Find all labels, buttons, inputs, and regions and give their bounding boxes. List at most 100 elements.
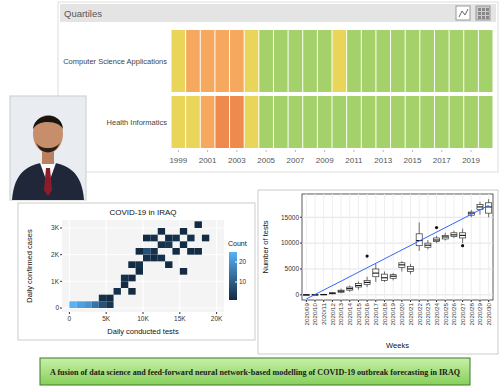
tick-label: 2009 [316, 156, 334, 165]
grid-line [410, 194, 411, 300]
tick-label: 20 [239, 258, 247, 265]
quartile-cell [274, 96, 288, 148]
box [303, 294, 309, 296]
median [390, 276, 396, 277]
grid-line [216, 220, 217, 312]
tick-label: 2020/22 [416, 302, 423, 325]
tick-label: 2020/12 [329, 302, 336, 325]
quartile-cell [435, 30, 449, 92]
tick-label: 2007 [287, 156, 305, 165]
quartile-cell [230, 30, 244, 92]
median [364, 282, 370, 283]
box [347, 287, 353, 290]
beard [36, 142, 60, 153]
box [407, 266, 413, 271]
tick-label: 2020/24 [433, 302, 440, 325]
tick-label: 5K [102, 315, 111, 322]
caption: A fusion of data science and feed-forwar… [50, 368, 460, 377]
box [399, 263, 405, 268]
tick-label: 2020/25 [442, 302, 449, 325]
quartile-cell [479, 30, 493, 92]
axis-title: Daily confirmed cases [25, 229, 34, 303]
tick [427, 300, 428, 302]
row-label: Computer Science Applications [63, 57, 167, 66]
quartile-cell [464, 96, 478, 148]
box [338, 290, 344, 292]
tick-label: 2001 [199, 156, 217, 165]
tick [471, 150, 472, 152]
bin [195, 221, 202, 228]
quartile-cell [318, 96, 332, 148]
quartile-cell [186, 30, 200, 92]
tick [60, 228, 62, 229]
icon-grid[interactable] [476, 6, 490, 20]
tick-label: 2020/17 [372, 302, 379, 325]
bin [84, 301, 91, 308]
bin [165, 235, 172, 242]
icon-chart[interactable] [456, 6, 470, 20]
tick-label: 0 [55, 304, 59, 311]
plot-area [62, 220, 224, 312]
tick-label: 2020/15 [355, 302, 362, 325]
bin [128, 288, 135, 295]
tick [69, 312, 70, 314]
tick [106, 312, 107, 314]
tick [300, 243, 302, 244]
box [460, 233, 466, 238]
bin [158, 241, 165, 248]
quartile-cell [245, 96, 259, 148]
tick [60, 281, 62, 282]
quartile-cell [435, 96, 449, 148]
grid-line [401, 194, 402, 300]
quartile-cell [420, 96, 434, 148]
tick-label: 2020/11 [320, 302, 327, 324]
tick [300, 217, 302, 218]
tick-label: 2017 [433, 156, 451, 165]
tick [235, 262, 237, 263]
grid-line [69, 220, 70, 312]
tick [266, 150, 267, 152]
box [390, 275, 396, 279]
tick-label: 2020/23 [424, 302, 431, 325]
tick [324, 150, 325, 152]
icon-grid-cell [482, 16, 485, 19]
tick [471, 300, 472, 302]
median [434, 239, 440, 240]
tick-label: 0 [68, 315, 72, 322]
box [381, 274, 387, 280]
tick-label: 5000 [285, 265, 300, 272]
tick-label: 2020/20 [398, 302, 405, 325]
bin [128, 261, 135, 268]
tick [235, 282, 237, 283]
tick [367, 300, 368, 302]
tick [445, 300, 446, 302]
quartile-cell [391, 96, 405, 148]
quartile-cell [201, 30, 215, 92]
box [321, 294, 327, 296]
bin [180, 241, 187, 248]
quartile-cell [172, 96, 186, 148]
tick [419, 300, 420, 302]
tick [375, 300, 376, 302]
median [477, 206, 483, 207]
tick [236, 150, 237, 152]
bin [143, 235, 150, 242]
quartile-cell [259, 96, 273, 148]
quartile-cell [289, 30, 303, 92]
bin [143, 248, 150, 255]
tick [300, 294, 302, 295]
bin [195, 248, 202, 255]
tick-label: 2020/26 [450, 302, 457, 325]
median [303, 294, 309, 295]
quartile-title: Quartiles [64, 8, 102, 19]
tick-label: 1K [51, 278, 60, 285]
photo-bg [10, 96, 86, 200]
tick [178, 150, 179, 152]
quartile-cell [376, 30, 390, 92]
tick [401, 300, 402, 302]
tick [393, 300, 394, 302]
bin [158, 228, 165, 235]
bin [172, 235, 179, 242]
grid-line [332, 194, 333, 300]
quartile-cell [230, 96, 244, 148]
